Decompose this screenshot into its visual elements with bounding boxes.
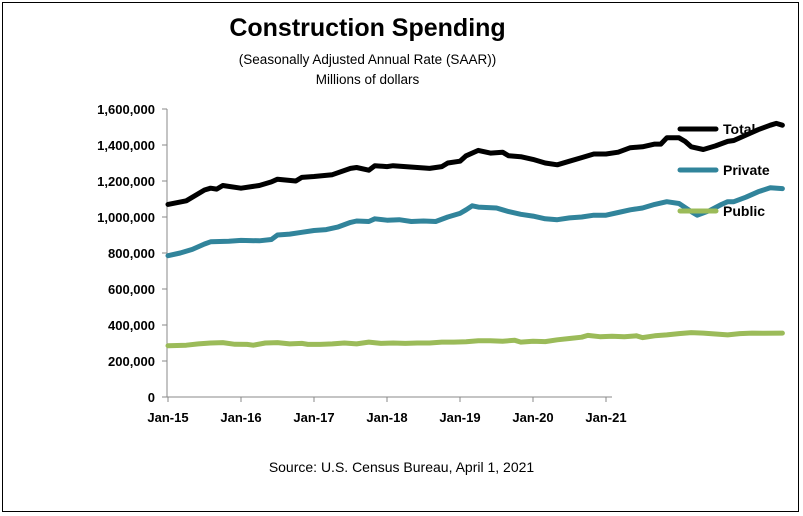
y-tick-label: 1,400,000	[97, 138, 155, 153]
legend-label-public: Public	[723, 203, 765, 219]
legend-label-private: Private	[723, 162, 770, 178]
y-tick-label: 1,600,000	[97, 102, 155, 117]
x-tick-label: Jan-15	[147, 410, 188, 425]
legend-label-total: Total	[723, 121, 755, 137]
series-line-private	[165, 185, 785, 259]
y-unit-label: Millions of dollars	[315, 72, 420, 87]
y-tick-label: 800,000	[108, 246, 155, 261]
y-tick-label: 1,000,000	[97, 210, 155, 225]
y-tick-label: 200,000	[108, 354, 155, 369]
series-line-public	[165, 330, 785, 349]
series-lines	[165, 120, 785, 349]
x-tick-label: Jan-21	[585, 410, 626, 425]
y-tick-label: 1,200,000	[97, 174, 155, 189]
y-tick-label: 0	[148, 390, 155, 405]
chart-subtitle: (Seasonally Adjusted Annual Rate (SAAR))	[238, 52, 497, 67]
legend: Total Private Public	[677, 121, 770, 219]
x-tick-label: Jan-17	[293, 410, 334, 425]
x-tick-label: Jan-20	[512, 410, 553, 425]
y-tick-label: 600,000	[108, 282, 155, 297]
x-tick-label: Jan-19	[439, 410, 480, 425]
x-tick-label: Jan-18	[366, 410, 407, 425]
y-axis-ticks: 0 200,000 400,000 600,000 800,000 1,000,000 1,…	[97, 102, 167, 405]
x-tick-label: Jan-16	[220, 410, 261, 425]
x-axis-ticks: Jan-15 Jan-16 Jan-17 Jan-18 Jan-19 Jan-20 Jan-…	[147, 397, 627, 425]
source-note: Source: U.S. Census Bureau, April 1, 202…	[268, 459, 535, 475]
chart-title: Construction Spending	[229, 14, 506, 42]
y-tick-label: 400,000	[108, 318, 155, 333]
series-line-total	[165, 120, 785, 207]
